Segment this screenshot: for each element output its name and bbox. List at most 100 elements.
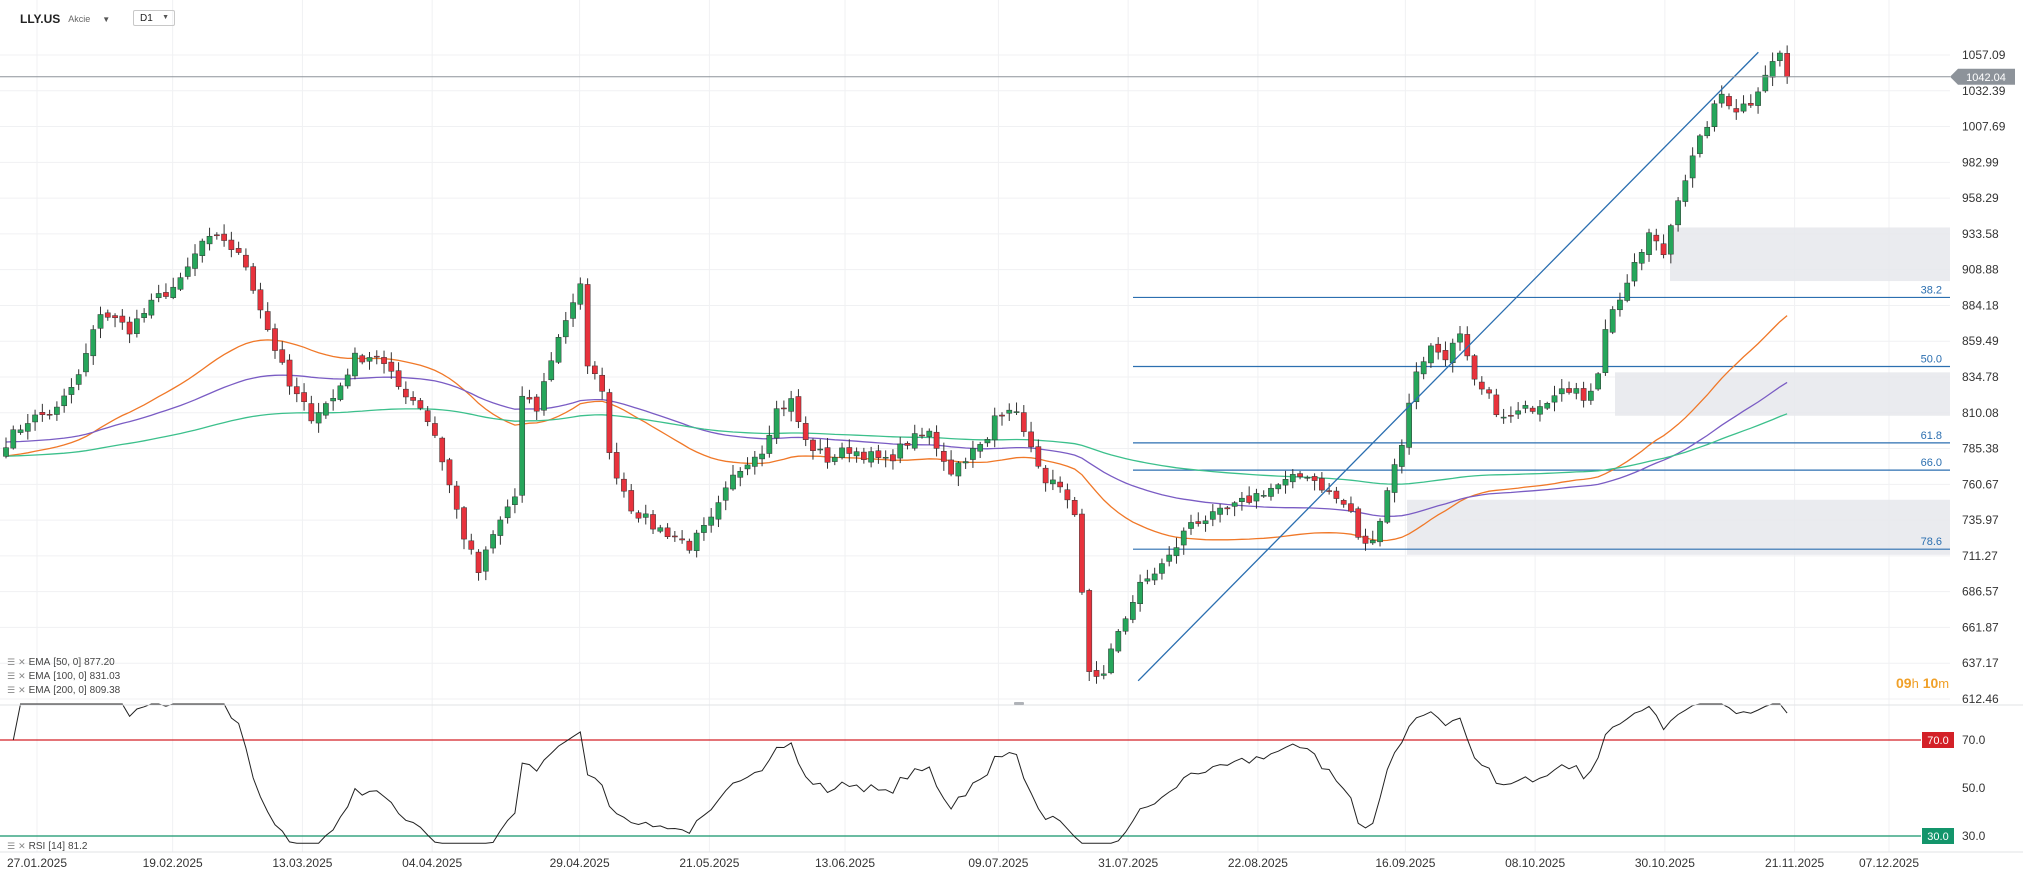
candle-body xyxy=(1355,508,1362,538)
close-icon[interactable]: ✕ xyxy=(18,657,26,667)
candle-body xyxy=(17,429,24,433)
candle-body xyxy=(1580,388,1587,401)
settings-icon[interactable]: ☰ xyxy=(7,685,16,695)
candle-body xyxy=(381,357,387,364)
candle-body xyxy=(10,429,17,449)
candle-body xyxy=(991,415,998,441)
y-tick-label: 711.27 xyxy=(1962,549,1998,563)
candle-body xyxy=(519,395,526,496)
candle-body xyxy=(1326,490,1332,492)
close-icon[interactable]: ✕ xyxy=(18,671,26,681)
settings-icon[interactable]: ☰ xyxy=(7,841,16,851)
candle-body xyxy=(90,329,97,357)
candle-body xyxy=(1529,407,1536,412)
y-tick-label: 859.49 xyxy=(1962,334,1999,348)
candle-body xyxy=(75,374,82,385)
candle-body xyxy=(1369,540,1376,544)
candle-body xyxy=(606,392,613,453)
candle-body xyxy=(766,435,773,454)
fib-label: 50.0 xyxy=(1921,354,1942,366)
candle-body xyxy=(1762,74,1769,92)
zone xyxy=(1615,372,1950,416)
candle-body xyxy=(1413,371,1420,403)
candle-body xyxy=(650,514,656,530)
symbol-dropdown-icon[interactable]: ▼ xyxy=(102,14,111,24)
candle-body xyxy=(439,437,446,463)
candle-body xyxy=(1384,490,1391,523)
x-tick-label: 13.03.2025 xyxy=(272,856,332,870)
settings-icon[interactable]: ☰ xyxy=(7,671,16,681)
candle-body xyxy=(1180,530,1187,546)
x-tick-label: 21.11.2025 xyxy=(1765,856,1824,870)
candle-body xyxy=(562,320,569,338)
x-tick-label: 31.07.2025 xyxy=(1098,856,1158,870)
candle-body xyxy=(1079,513,1085,593)
candle-body xyxy=(1050,479,1056,485)
candle-body xyxy=(264,311,271,330)
candle-body xyxy=(1558,388,1565,395)
candle-body xyxy=(846,447,853,454)
x-tick-label: 16.09.2025 xyxy=(1375,856,1435,870)
trendline-segment xyxy=(1137,51,1759,682)
candle-body xyxy=(1311,476,1318,481)
candle-body xyxy=(279,349,286,363)
candle-body xyxy=(1268,487,1274,497)
candle-body xyxy=(395,370,402,387)
candle-body xyxy=(1013,411,1020,413)
candle-body xyxy=(1209,511,1216,520)
candle-body xyxy=(68,387,75,395)
y-tick-label: 735.97 xyxy=(1962,513,1999,527)
candle-body xyxy=(388,361,395,372)
y-tick-label: 958.29 xyxy=(1962,191,1999,205)
candle-body xyxy=(1064,489,1071,501)
rsi-70-tag xyxy=(1922,732,1954,748)
candle-body xyxy=(482,549,489,572)
candle-body xyxy=(1667,225,1674,255)
candle-body xyxy=(1588,390,1594,401)
x-tick-label: 27.01.2025 xyxy=(7,856,67,870)
close-icon[interactable]: ✕ xyxy=(18,685,26,695)
candle-body xyxy=(1718,93,1725,104)
candle-body xyxy=(533,396,540,412)
candle-body xyxy=(977,444,984,452)
settings-icon[interactable]: ☰ xyxy=(7,657,16,667)
y-tick-label: 810.08 xyxy=(1962,406,1999,420)
candle-body xyxy=(1704,126,1711,137)
candle-body xyxy=(1551,395,1558,403)
candle-body xyxy=(1239,497,1245,502)
legend-ema-200: ☰ ✕ EMA [200, 0] 809.38 xyxy=(7,685,121,696)
candle-body xyxy=(1159,563,1165,574)
timeframe-select[interactable]: D1 ▼ xyxy=(133,10,175,26)
candle-body xyxy=(1188,522,1194,529)
candle-body xyxy=(1638,252,1645,264)
candle-body xyxy=(170,286,177,298)
candle-body xyxy=(1086,590,1093,672)
y-tick-label: 834.78 xyxy=(1962,370,1999,384)
candle-body xyxy=(1006,409,1013,414)
candle-body xyxy=(46,414,53,416)
legend-ema-100: ☰ ✕ EMA [100, 0] 831.03 xyxy=(7,671,121,682)
candle-body xyxy=(104,312,111,318)
candle-body xyxy=(621,478,627,492)
candle-body xyxy=(1122,618,1129,632)
candle-body xyxy=(221,233,227,241)
axes: 1057.09 1032.39 1007.69 982.99 958.29 933.58 9… xyxy=(0,48,2023,870)
fibonacci-levels: 38.2 50.0 61.8 66.0 78.6 xyxy=(1133,284,1950,550)
x-tick-label: 08.10.2025 xyxy=(1505,856,1565,870)
candle-timer: 09h 10m xyxy=(1896,675,1950,691)
candle-body xyxy=(868,451,874,463)
candle-body xyxy=(1406,402,1412,448)
candle-body xyxy=(781,407,787,410)
candle-body xyxy=(875,450,882,458)
candle-body xyxy=(751,456,758,467)
candle-body xyxy=(861,451,867,460)
candle-body xyxy=(199,240,206,256)
close-icon[interactable]: ✕ xyxy=(18,841,26,851)
candle-body xyxy=(1420,361,1427,375)
y-tick-label: 933.58 xyxy=(1962,227,1999,241)
panel-resize-handle xyxy=(1014,702,1024,705)
candle-body xyxy=(344,374,351,387)
candle-body xyxy=(141,313,147,318)
candle-body xyxy=(1275,484,1282,490)
